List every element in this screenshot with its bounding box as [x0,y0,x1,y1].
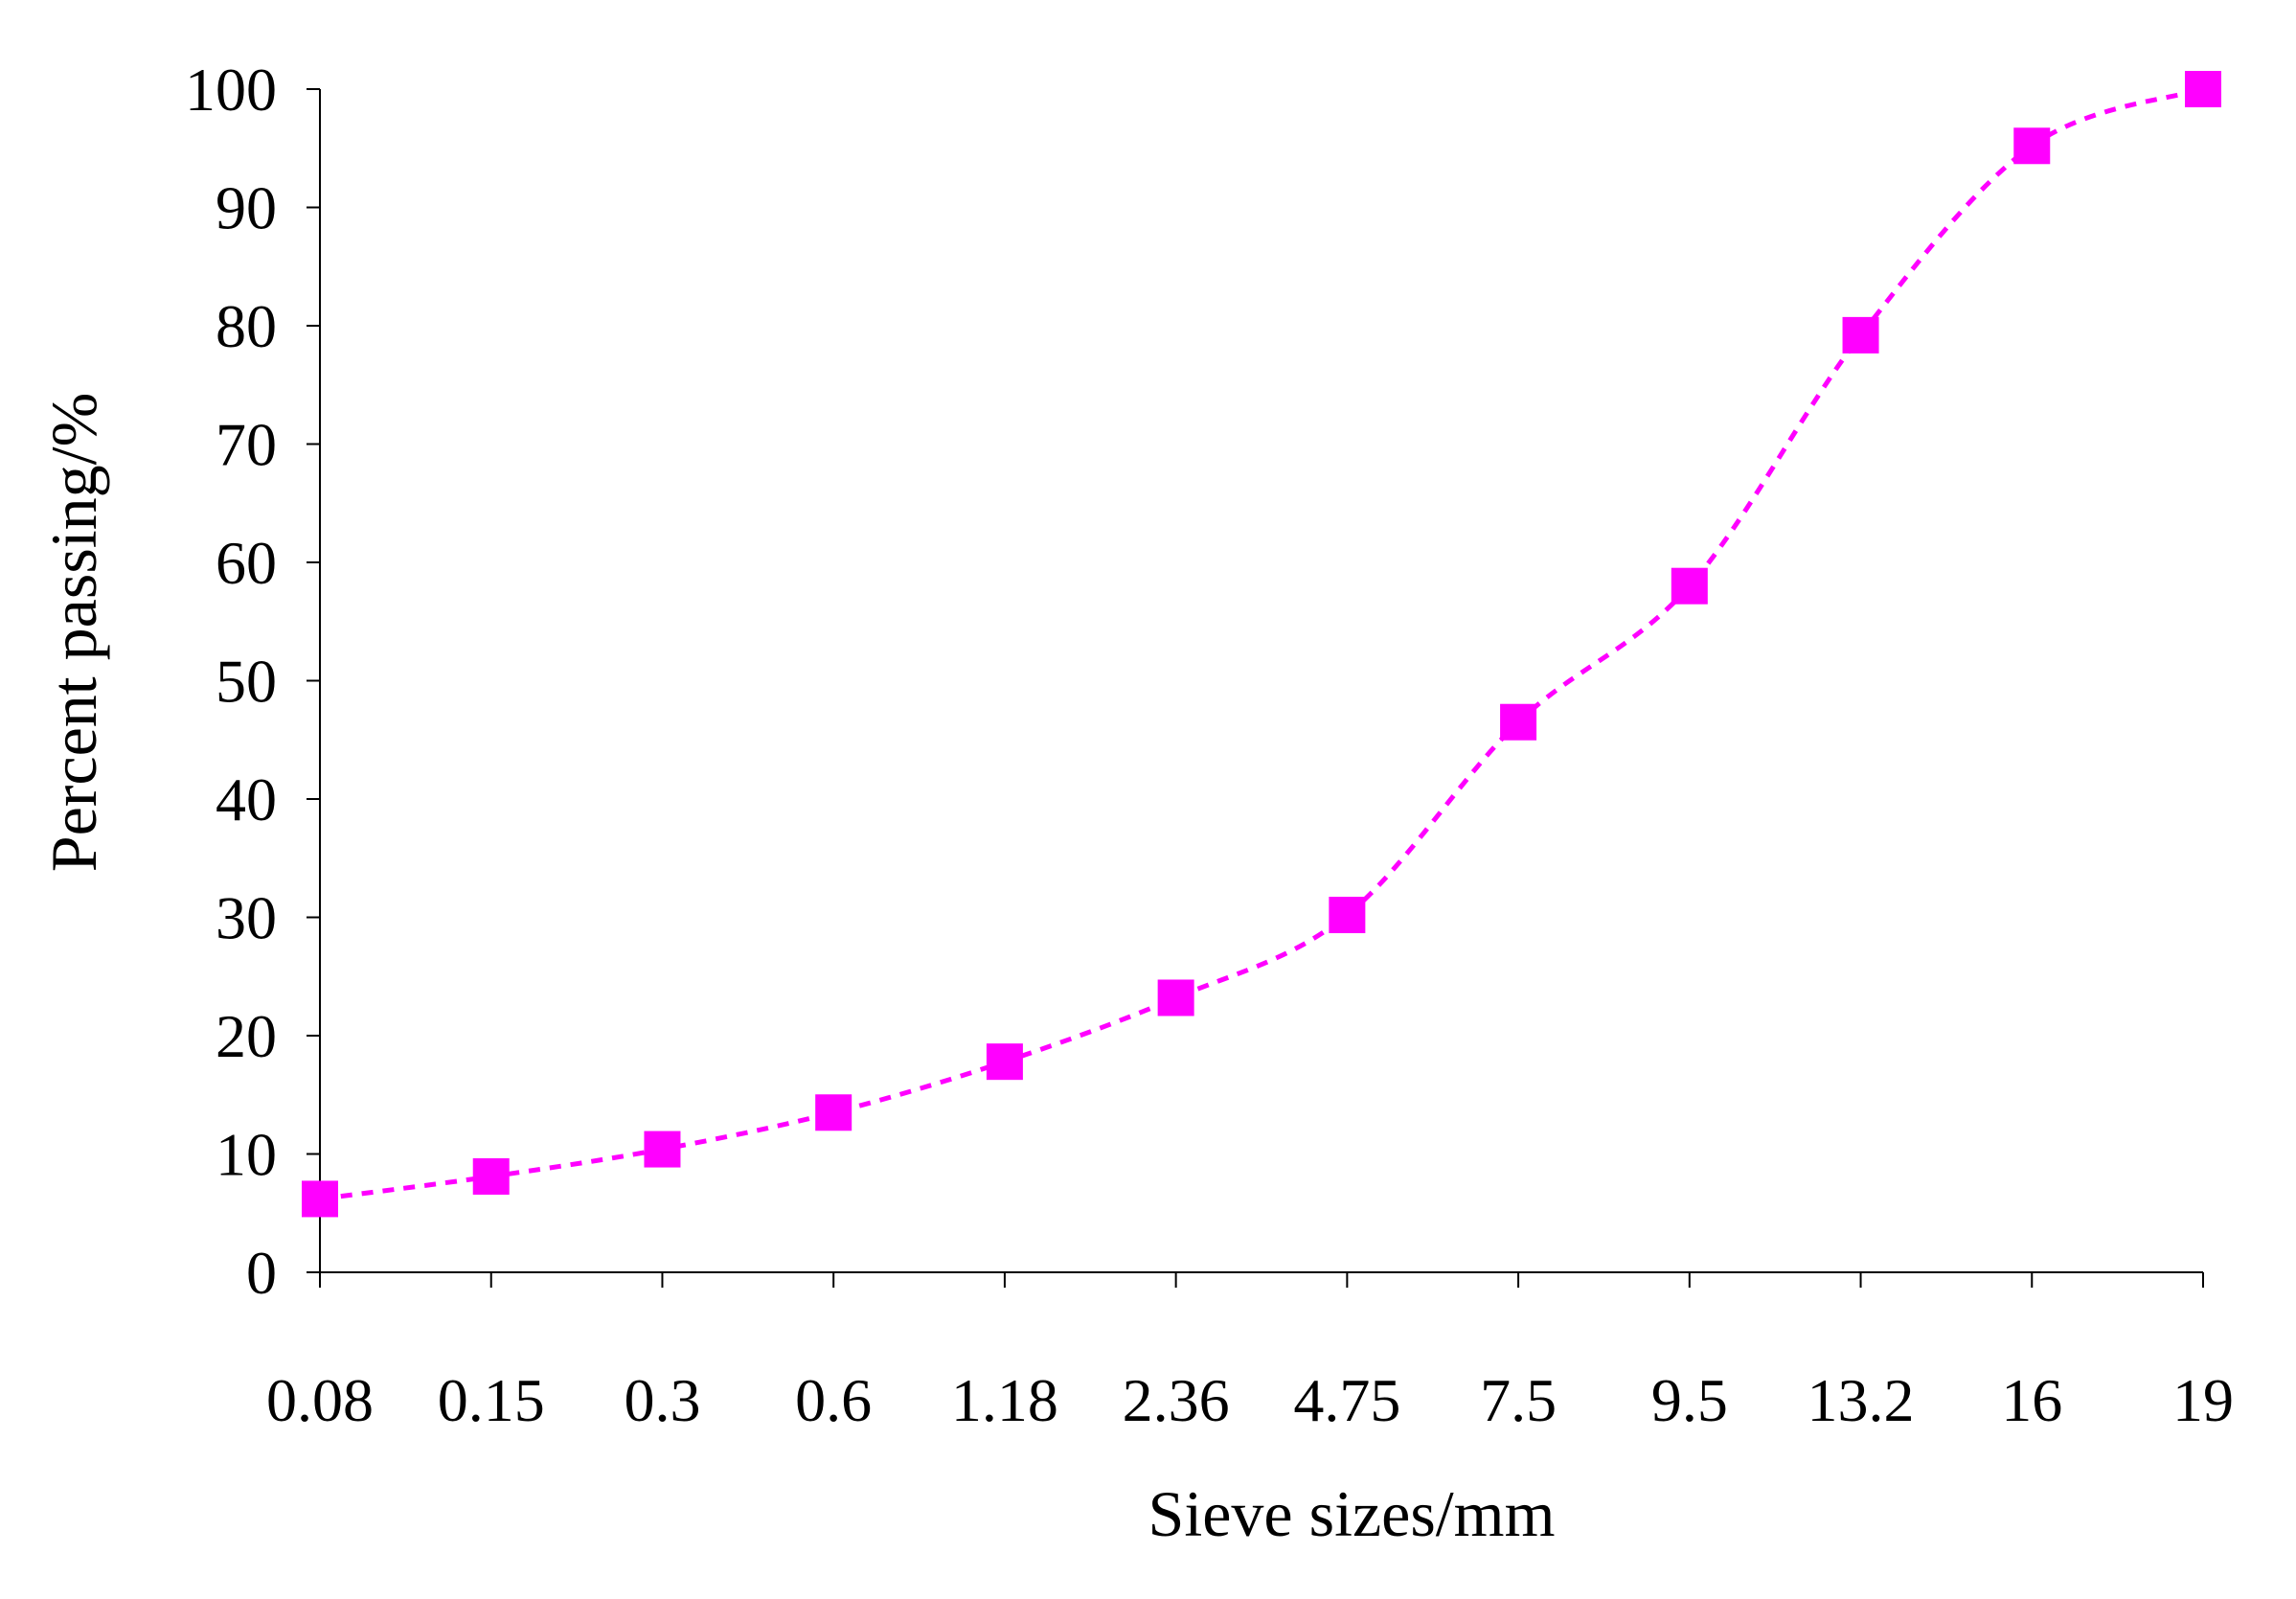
x-tick-label: 16 [2001,1366,2062,1434]
series-layer [302,71,2221,1218]
x-tick-label: 7.5 [1480,1366,1557,1434]
x-tick-label: 0.08 [266,1366,374,1434]
y-tick-label: 20 [216,1002,277,1070]
y-tick-label: 100 [185,56,277,124]
data-point-marker [815,1094,852,1131]
plot-area [319,89,2203,1273]
x-tick-label: 9.5 [1651,1366,1728,1434]
data-point-marker [1500,703,1537,741]
data-point-marker [1842,316,1879,354]
data-point-marker [472,1157,510,1195]
data-point-marker [986,1043,1023,1081]
data-point-marker [644,1131,681,1168]
data-point-marker [2013,127,2051,165]
data-point-marker [302,1180,338,1218]
y-tick-label: 50 [216,648,277,716]
x-tick-label: 19 [2172,1366,2234,1434]
x-tick-label: 13.2 [1807,1366,1915,1434]
y-tick-label: 90 [216,174,277,242]
series-line [319,86,2204,1201]
data-point-marker [1671,567,1708,605]
x-tick-label: 2.36 [1123,1366,1230,1434]
x-axis-title: Sieve sizes/mm [1148,1477,1556,1550]
x-ticks: 0.08 0.15 0.3 0.6 1.18 2.36 4.75 7.5 9.5 13.2 16 19 [266,1272,2234,1434]
y-tick-label: 0 [246,1239,277,1307]
data-point-marker [2185,71,2221,107]
y-tick-label: 70 [216,411,277,479]
x-tick-label: 4.75 [1293,1366,1400,1434]
y-tick-label: 10 [216,1121,277,1189]
y-tick-label: 60 [216,529,277,597]
y-tick-label: 40 [216,765,277,834]
data-point-marker [1157,979,1194,1017]
x-tick-label: 0.15 [438,1366,545,1434]
y-axis-title: Percent passing/% [37,393,110,872]
x-tick-label: 0.3 [624,1366,700,1434]
x-tick-label: 1.18 [951,1366,1058,1434]
y-tick-label: 80 [216,292,277,360]
data-point-marker [1329,897,1366,934]
y-tick-label: 30 [216,884,277,952]
x-tick-label: 0.6 [795,1366,872,1434]
y-ticks: 0 10 20 30 40 50 60 70 80 90 100 [185,56,320,1307]
